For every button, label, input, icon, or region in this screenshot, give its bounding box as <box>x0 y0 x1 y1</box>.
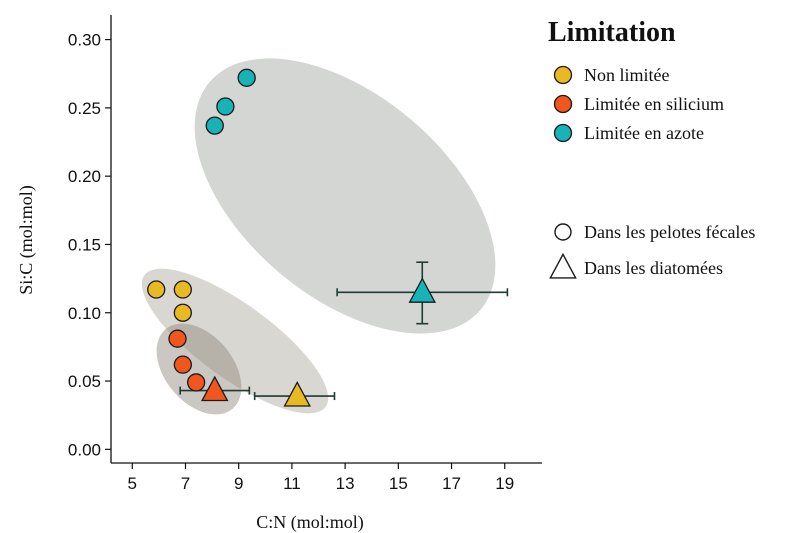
x-tick-label: 19 <box>495 474 514 493</box>
ellipse-limitee-en-azote <box>194 58 496 334</box>
legend-swatch-limitee-en-silicium <box>553 94 573 114</box>
y-tick-label: 0.30 <box>68 31 101 50</box>
y-tick-label: 0.15 <box>68 235 101 254</box>
x-tick-label: 7 <box>181 474 190 493</box>
x-tick-label: 17 <box>442 474 461 493</box>
x-tick-label: 9 <box>234 474 243 493</box>
y-tick-label: 0.00 <box>68 440 101 459</box>
point-fecal-limitee-en-silicium <box>186 373 206 392</box>
data-points <box>147 68 437 407</box>
legend-color-entries: Non limitée Limitée en silicium Limitée en… <box>553 65 724 143</box>
legend-label-limitee-en-silicium: Limitée en silicium <box>584 94 724 114</box>
legend-label-limitee-en-azote: Limitée en azote <box>584 123 704 143</box>
axes: 5 7 9 11 13 15 17 19 0.000.050.100.150.200.250.… <box>68 15 542 493</box>
y-tick-label: 0.05 <box>68 372 101 391</box>
legend-label-dans-les-pelotes-fecales: Dans les pelotes fécales <box>584 222 755 242</box>
x-tick-label: 13 <box>336 474 355 493</box>
point-diatom-non-limitee <box>283 381 311 407</box>
y-tick-label: 0.25 <box>68 99 101 118</box>
y-tick-label: 0.10 <box>68 304 101 323</box>
x-tick-label: 5 <box>128 474 137 493</box>
legend: Limitation Non limitée Limitée en siliciu… <box>548 17 755 279</box>
point-fecal-non-limitee <box>173 303 192 322</box>
y-axis-title: Si:C (mol:mol) <box>16 185 37 295</box>
legend-shape-circle <box>554 223 572 241</box>
point-diatom-limitee-en-azote <box>408 277 437 303</box>
point-fecal-limitee-en-silicium <box>168 329 187 348</box>
x-tick-label: 15 <box>389 474 408 493</box>
x-axis-title: C:N (mol:mol) <box>256 512 364 533</box>
legend-shape-triangle <box>549 252 577 279</box>
point-fecal-limitee-en-silicium <box>173 355 192 374</box>
point-fecal-limitee-en-azote <box>237 68 256 87</box>
legend-label-non-limitee: Non limitée <box>584 65 669 85</box>
legend-label-dans-les-diatomees: Dans les diatomées <box>584 258 723 278</box>
x-tick-label: 11 <box>283 474 301 493</box>
point-diatom-limitee-en-silicium <box>201 375 229 402</box>
point-fecal-limitee-en-azote <box>205 116 224 135</box>
point-fecal-non-limitee <box>173 280 192 299</box>
legend-swatch-limitee-en-azote <box>553 123 573 143</box>
legend-shape-entries: Dans les pelotes fécales Dans les diatomé… <box>549 222 755 279</box>
x-axis-ticks: 5 7 9 11 13 15 17 19 <box>128 463 514 493</box>
legend-title: Limitation <box>548 17 676 48</box>
point-fecal-limitee-en-azote <box>216 97 235 116</box>
ellipse-non-limitee <box>141 268 329 414</box>
point-fecal-non-limitee <box>147 280 166 299</box>
legend-swatch-non-limitee <box>553 65 573 85</box>
y-axis-ticks: 0.00 0.05 0.10 0.15 0.20 0.25 0.30 <box>68 31 111 459</box>
y-tick-label: 0.20 <box>68 167 101 186</box>
